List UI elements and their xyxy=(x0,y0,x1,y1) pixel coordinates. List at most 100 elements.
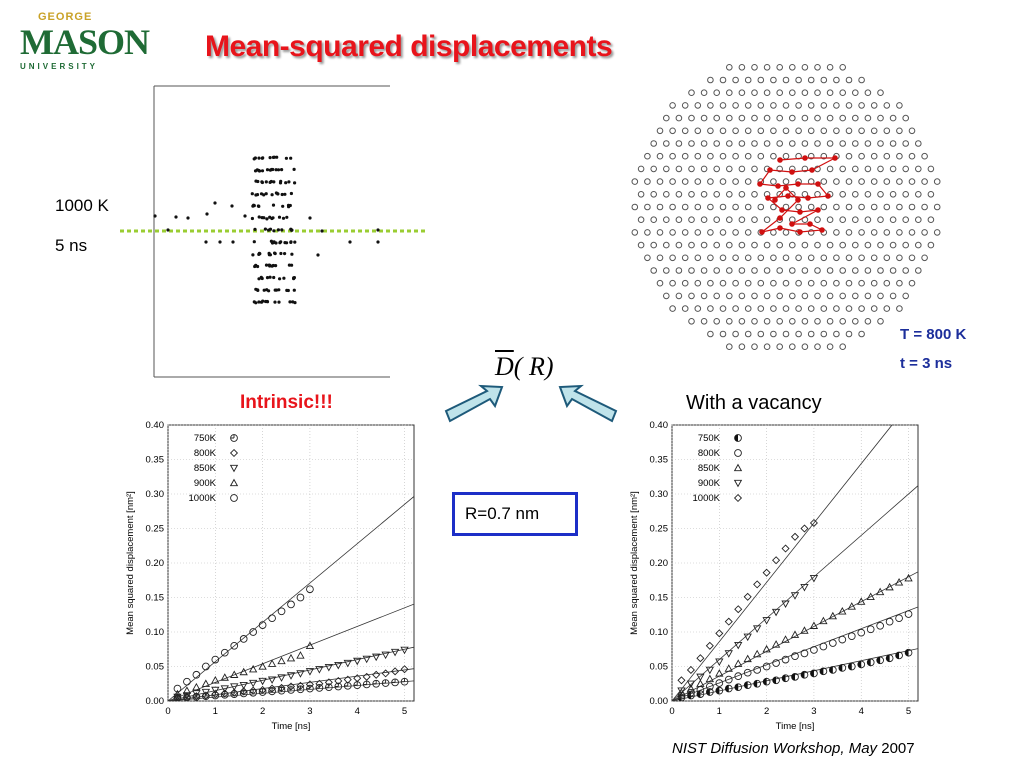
data-point-fill xyxy=(382,679,387,684)
lattice-atom xyxy=(738,89,746,96)
lattice-atom xyxy=(877,241,884,249)
lattice-atom xyxy=(681,305,689,312)
data-point xyxy=(715,679,724,687)
lattice-atom xyxy=(826,241,834,249)
lattice-atom xyxy=(908,178,916,185)
data-point-fill xyxy=(848,663,852,670)
lattice-atom xyxy=(776,318,784,325)
lattice-atom xyxy=(732,279,739,287)
lattice-atom xyxy=(751,165,758,173)
lattice-atom xyxy=(675,191,683,198)
x-tick-label: 3 xyxy=(307,706,312,717)
lattice-atom xyxy=(751,191,758,198)
lattice-atom xyxy=(807,279,815,287)
lattice-atom xyxy=(688,89,695,96)
trajectory-dot xyxy=(271,167,275,172)
data-point-fill xyxy=(353,681,358,686)
lattice-atom xyxy=(631,203,639,211)
lattice-atom xyxy=(776,165,784,173)
data-point xyxy=(334,676,343,686)
data-point xyxy=(400,665,409,674)
lattice-atom xyxy=(675,241,683,249)
data-point xyxy=(762,617,771,625)
lattice-atom xyxy=(732,102,739,109)
lattice-atom xyxy=(782,330,790,338)
lattice-atom xyxy=(700,89,708,96)
trajectory-dot xyxy=(153,214,157,218)
lattice-atom xyxy=(921,152,928,160)
legend-entry: 900K xyxy=(194,478,217,489)
lattice-atom xyxy=(858,102,865,109)
lattice-atom xyxy=(902,165,910,173)
lattice-atom xyxy=(732,178,739,185)
data-point xyxy=(753,580,762,589)
projection-frame xyxy=(153,85,390,378)
data-point xyxy=(762,568,771,577)
lattice-atom xyxy=(807,102,815,109)
lattice-atom xyxy=(782,102,790,109)
lattice-atom xyxy=(757,305,765,312)
lattice-atom xyxy=(688,241,695,249)
data-point xyxy=(743,654,752,663)
data-point xyxy=(324,664,334,672)
lattice-atom xyxy=(694,254,702,262)
x-tick-label: 0 xyxy=(165,706,170,717)
lattice-atom xyxy=(663,292,670,300)
lattice-atom xyxy=(751,140,758,147)
vacancy-path-node xyxy=(765,195,771,201)
data-point xyxy=(715,669,724,677)
lattice-atom xyxy=(826,140,834,147)
vacancy-path-node xyxy=(789,221,795,227)
y-tick-label: 0.35 xyxy=(650,455,669,466)
data-point-fill xyxy=(725,685,729,692)
vacancy-path-node xyxy=(819,227,825,233)
lattice-atom xyxy=(700,114,708,122)
lattice-atom xyxy=(883,102,891,109)
trajectory-dot xyxy=(273,300,277,304)
fit-line xyxy=(672,425,893,701)
lattice-atom xyxy=(902,114,910,122)
data-point xyxy=(866,625,875,634)
lattice-atom xyxy=(864,140,872,147)
trajectory-dot xyxy=(265,217,269,221)
data-point xyxy=(781,544,790,553)
data-point xyxy=(790,630,800,638)
vacancy-path-node xyxy=(789,169,795,175)
lattice-atom xyxy=(858,254,865,262)
fit-line xyxy=(672,485,918,701)
lattice-atom xyxy=(726,64,733,71)
trajectory-dot xyxy=(285,215,289,219)
data-point-fill xyxy=(829,666,833,674)
lattice-atom xyxy=(763,64,771,71)
lattice-atom xyxy=(858,229,865,236)
lattice-atom xyxy=(852,165,859,173)
series-850K xyxy=(168,646,414,701)
trajectory-dot xyxy=(284,181,288,185)
lattice-atom xyxy=(713,216,721,223)
logo-george: GEORGE xyxy=(38,11,93,23)
lattice-atom xyxy=(637,191,645,198)
trajectory-dot xyxy=(284,156,288,160)
trajectory-dot xyxy=(257,156,261,160)
legend-entry: 800K xyxy=(194,448,217,459)
trajectory-dot xyxy=(218,240,222,244)
lattice-atom xyxy=(864,191,872,198)
lattice-atom xyxy=(801,64,809,71)
formula-r: ( R) xyxy=(513,352,554,381)
lattice-atom xyxy=(782,127,790,135)
trajectory-dot xyxy=(250,192,254,196)
lattice-atom xyxy=(744,254,752,262)
data-point xyxy=(772,659,780,667)
lattice-atom xyxy=(656,127,664,135)
trajectory-dot xyxy=(186,216,190,220)
data-point-fill xyxy=(744,681,748,689)
trajectory-dot xyxy=(287,205,291,209)
legend: 750K 800K 850K 900K 1000K xyxy=(189,433,239,504)
lattice-atom xyxy=(845,152,853,160)
lattice-atom xyxy=(700,267,708,274)
trajectory-dot xyxy=(273,251,277,255)
trajectory-dot xyxy=(252,204,256,208)
data-point xyxy=(192,682,201,691)
lattice-atom xyxy=(637,216,645,223)
lattice-atom xyxy=(845,76,853,84)
